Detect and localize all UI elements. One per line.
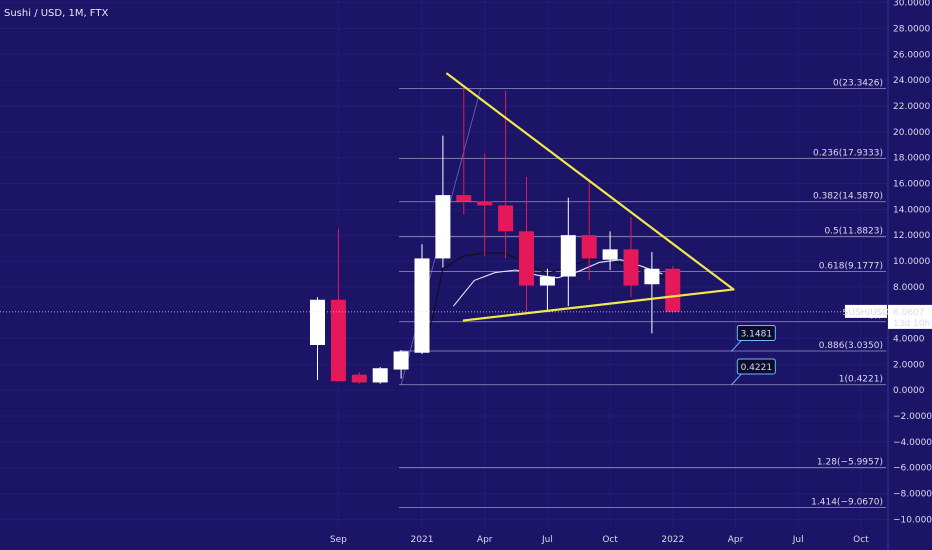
price-tick-label: 24.0000 [893, 76, 930, 86]
candle-body [393, 351, 409, 370]
price-tick-label: 4.0000 [893, 335, 925, 345]
fib-level-label: 0(23.3426) [833, 79, 883, 89]
candle-body [519, 231, 534, 286]
candle-body [560, 235, 576, 277]
candle-body [435, 195, 451, 259]
callout-box [736, 324, 776, 341]
time-tick-label: Sep [330, 535, 347, 545]
candle-body [581, 235, 597, 259]
symbol-tag-box [845, 304, 887, 318]
callout-label: 0.4221 [741, 363, 773, 373]
price-axis[interactable]: 30.0000 28.0000 26.0000 24.0000 22.0000 20.00… [893, 0, 932, 525]
time-tick-label: Oct [853, 535, 869, 545]
price-tick-label: 26.0000 [893, 50, 930, 60]
price-tick-label: 2.0000 [893, 360, 925, 370]
price-tick-label: 28.0000 [893, 24, 930, 34]
time-tick-label: Jul [541, 535, 553, 545]
price-tick-label: 8.0000 [893, 283, 925, 293]
candle-body [456, 195, 472, 202]
price-tick-label: −8.0000 [893, 490, 932, 500]
candle-body [372, 368, 388, 383]
symbol-tag: SUSHIUSD [843, 308, 890, 318]
countdown-value: 13d 10h [893, 319, 930, 329]
candle-body [310, 299, 325, 345]
price-tick-label: 20.0000 [893, 128, 930, 138]
fib-level-label: 1(0.4221) [839, 375, 883, 385]
candle-body [330, 299, 346, 382]
fib-level-label: 0.382(14.5870) [813, 192, 883, 202]
fib-level-label: 0.236(17.9333) [813, 149, 883, 159]
candle-body [351, 374, 367, 383]
last-price-value: 6.0607 [893, 308, 925, 318]
candle-body [602, 249, 618, 260]
time-axis[interactable]: Sep 2021 Apr Jul Oct 2022 Apr Jul Oct [330, 535, 869, 545]
trendlines[interactable] [445, 72, 735, 322]
callout-label: 3.1481 [741, 329, 773, 339]
price-tick-label: 30.0000 [893, 0, 930, 9]
price-tick-label: 22.0000 [893, 102, 930, 112]
chart-title: Sushi / USD, 1M, FTX [4, 8, 108, 19]
last-price-box [888, 304, 932, 329]
candle-body [539, 276, 555, 286]
time-tick-label: Apr [728, 535, 744, 545]
trendline [445, 72, 735, 291]
candle-body [414, 258, 430, 353]
time-tick-label: Oct [602, 535, 618, 545]
trendline [462, 288, 735, 322]
callout-box [736, 358, 776, 375]
time-tick-label: Apr [477, 535, 493, 545]
price-tick-label: 14.0000 [893, 205, 930, 215]
price-tick-label: 10.0000 [893, 257, 930, 267]
price-tick-label: 0.0000 [893, 386, 925, 396]
price-tick-label: −2.0000 [893, 412, 932, 422]
price-tick-label: 18.0000 [893, 154, 930, 164]
time-tick-label: 2022 [661, 535, 684, 545]
candle-body [477, 201, 493, 206]
candle-body [623, 249, 639, 286]
candles [310, 86, 681, 384]
price-tick-label: 12.0000 [893, 231, 930, 241]
price-tick-label: 16.0000 [893, 179, 930, 189]
fib-level-label: 1.414(−9.0670) [811, 497, 883, 507]
callout-pointer [730, 340, 742, 352]
time-tick-label: Jul [792, 535, 804, 545]
price-tick-label: −6.0000 [893, 464, 932, 474]
price-callouts[interactable]: 3.1481 0.4221 [730, 324, 776, 386]
time-tick-label: 2021 [411, 535, 434, 545]
fib-level-label: 0.618(9.1777) [819, 262, 883, 272]
callout-pointer [730, 373, 742, 386]
candle-body [644, 268, 660, 285]
price-tick-label: −10.0000 [893, 515, 932, 525]
candle-body [665, 268, 681, 312]
fib-level-label: 0.886(3.0350) [819, 341, 883, 351]
fib-level-label: 1.28(−5.9957) [817, 458, 883, 468]
candle-body [498, 205, 514, 232]
price-tick-label: −4.0000 [893, 438, 932, 448]
fib-level-label: 0.5(11.8823) [824, 227, 883, 237]
